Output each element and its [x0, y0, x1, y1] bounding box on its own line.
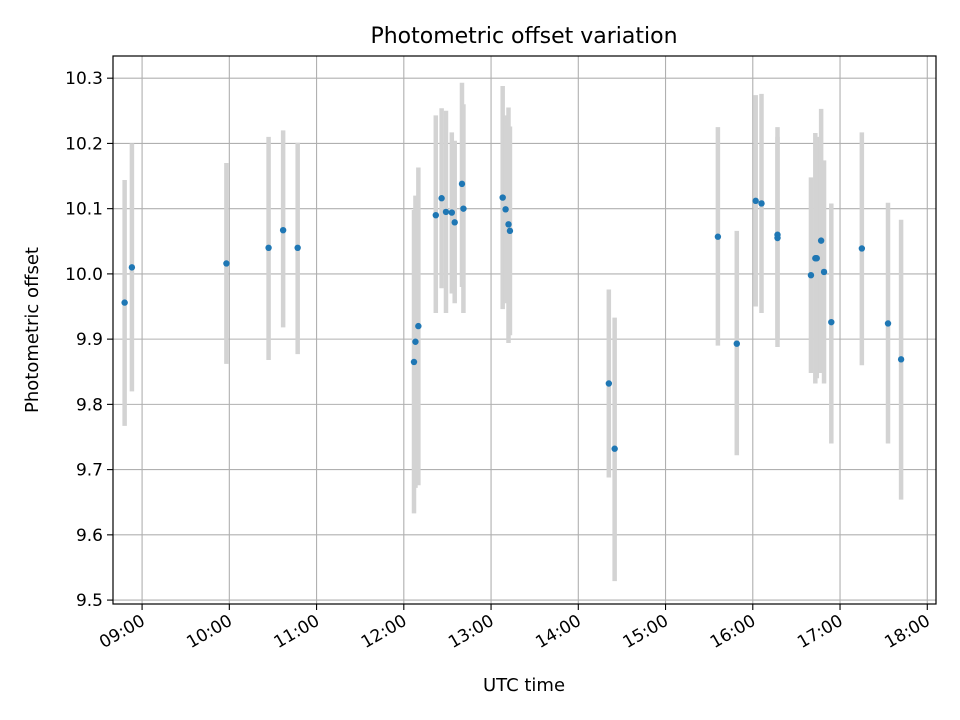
- data-point: [807, 272, 815, 279]
- data-point: [121, 299, 128, 306]
- data-point: [828, 318, 835, 326]
- data-point: [458, 180, 466, 188]
- y-tick-label: 9.6: [76, 526, 103, 546]
- y-tick-label: 10.3: [65, 69, 103, 89]
- y-tick-label: 9.8: [76, 395, 103, 415]
- data-point: [410, 358, 418, 366]
- grid: [113, 56, 936, 604]
- chart-title: Photometric offset variation: [370, 24, 677, 49]
- data-point: [442, 208, 450, 216]
- y-tick-label: 9.5: [76, 591, 103, 611]
- y-axis-ticks: 9.5 9.6 9.7 9.8 9.9 10.0 10.1 10.2 10.3: [65, 69, 113, 611]
- y-tick-label: 10.2: [65, 134, 103, 154]
- data-point: [223, 260, 230, 267]
- data-point: [611, 445, 618, 452]
- data-point: [884, 320, 892, 327]
- data-point: [451, 219, 458, 226]
- data-point: [758, 200, 765, 207]
- data-point: [858, 245, 866, 252]
- x-axis-label: UTC time: [483, 675, 565, 696]
- data-point: [506, 227, 514, 235]
- data-point: [265, 244, 272, 251]
- data-point: [279, 226, 287, 234]
- data-point: [460, 205, 467, 212]
- data-point: [502, 206, 509, 213]
- data-point: [817, 237, 825, 244]
- y-tick-label: 10.0: [65, 265, 103, 285]
- data-point: [714, 233, 722, 240]
- data-point: [438, 195, 445, 202]
- data-point: [432, 211, 440, 219]
- data-point: [499, 194, 506, 201]
- data-point: [820, 268, 828, 276]
- data-point: [733, 340, 740, 347]
- data-point: [128, 264, 136, 271]
- y-axis-label: Photometric offset: [22, 247, 43, 413]
- data-points: [121, 180, 905, 452]
- data-point: [505, 221, 512, 228]
- plot-frame: [112, 55, 937, 605]
- data-point: [294, 244, 301, 251]
- data-point: [605, 380, 613, 387]
- y-tick-label: 9.9: [76, 330, 103, 350]
- data-point: [774, 234, 781, 242]
- data-point: [412, 338, 419, 345]
- data-point: [415, 322, 422, 330]
- data-point: [897, 356, 905, 363]
- data-point: [752, 197, 759, 205]
- y-tick-label: 9.7: [76, 461, 103, 481]
- data-point: [448, 209, 455, 216]
- y-tick-label: 10.1: [65, 200, 103, 220]
- data-point: [813, 255, 820, 262]
